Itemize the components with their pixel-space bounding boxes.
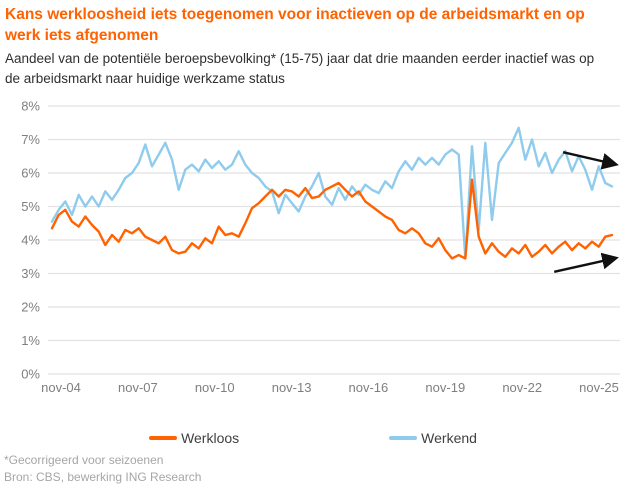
footnote-source: Bron: CBS, bewerking ING Research — [4, 470, 202, 484]
y-tick-label: 0% — [21, 367, 40, 382]
legend-item-werkend: Werkend — [389, 430, 477, 446]
series-werkend — [50, 126, 614, 260]
x-tick-label: nov-13 — [272, 380, 312, 395]
x-tick-label: nov-25 — [579, 380, 619, 395]
y-tick-label: 8% — [21, 99, 40, 114]
legend-item-werkloos: Werkloos — [149, 430, 239, 446]
y-tick-label: 6% — [21, 166, 40, 181]
x-tick-label: nov-19 — [425, 380, 465, 395]
series-werkloos — [50, 178, 614, 260]
x-tick-label: nov-10 — [195, 380, 235, 395]
y-tick-label: 5% — [21, 199, 40, 214]
werkloos-trend-up-arrow-icon — [553, 252, 619, 273]
werkend-line-swatch-icon — [389, 436, 418, 440]
chart-footnotes: *Gecorrigeerd voor seizoenen Bron: CBS, … — [4, 452, 201, 486]
x-tick-label: nov-07 — [118, 380, 158, 395]
werkloos-line-swatch-icon — [149, 436, 178, 440]
line-chart: 0% 1% 2% 3% 4% 5% 6% 7% 8% nov-04 nov-07 nov-10 nov-… — [0, 90, 626, 420]
legend-label: Werkend — [421, 430, 477, 446]
x-tick-label: nov-04 — [41, 380, 81, 395]
werkend-trend-down-arrow-icon — [562, 151, 619, 170]
page-title: Kans werkloosheid iets toegenomen voor i… — [5, 6, 585, 44]
y-tick-label: 2% — [21, 300, 40, 315]
y-tick-label: 3% — [21, 266, 40, 281]
chart-subtitle: Aandeel van de potentiële beroepsbevolki… — [5, 51, 595, 86]
footnote-seasonal-adjustment: *Gecorrigeerd voor seizoenen — [4, 453, 164, 467]
chart-legend: Werkloos Werkend — [0, 430, 626, 446]
x-tick-label: nov-22 — [502, 380, 542, 395]
legend-label: Werkloos — [181, 430, 240, 446]
y-tick-label: 7% — [21, 132, 40, 147]
y-tick-label: 4% — [21, 233, 40, 248]
x-tick-label: nov-16 — [349, 380, 389, 395]
y-tick-label: 1% — [21, 333, 40, 348]
